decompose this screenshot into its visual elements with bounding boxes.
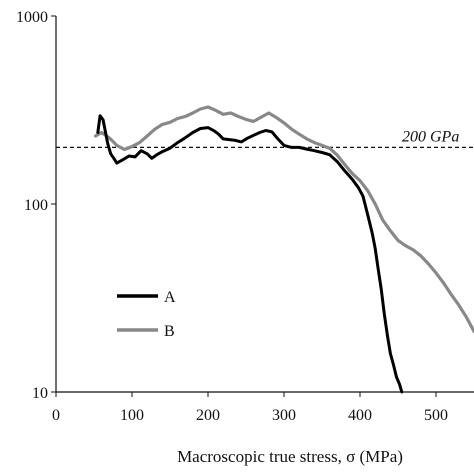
x-tick-label: 400 <box>348 407 372 424</box>
chart-ticks: 0 100 200 300 400 500 10 100 1000 <box>16 9 448 424</box>
x-tick-label: 500 <box>424 407 448 424</box>
x-axis-title: Macroscopic true stress, σ (MPa) <box>177 447 403 466</box>
chart-legend: AB <box>117 289 176 340</box>
y-tick-label: 10 <box>32 385 48 402</box>
x-tick-label: 200 <box>196 407 220 424</box>
series-line-a <box>96 114 404 394</box>
x-tick-label: 100 <box>120 407 144 424</box>
y-tick-label: 1000 <box>16 9 48 26</box>
reference-line-group: 200 GPa <box>56 128 474 149</box>
legend-label-a: A <box>164 289 176 306</box>
legend-label-b: B <box>164 323 175 340</box>
chart-axes <box>55 16 474 393</box>
chart-series <box>93 105 474 394</box>
x-tick-label: 0 <box>52 407 60 424</box>
series-line-b <box>93 105 474 333</box>
reference-line-label: 200 GPa <box>402 128 459 145</box>
y-tick-label: 100 <box>24 197 48 214</box>
x-tick-label: 300 <box>272 407 296 424</box>
